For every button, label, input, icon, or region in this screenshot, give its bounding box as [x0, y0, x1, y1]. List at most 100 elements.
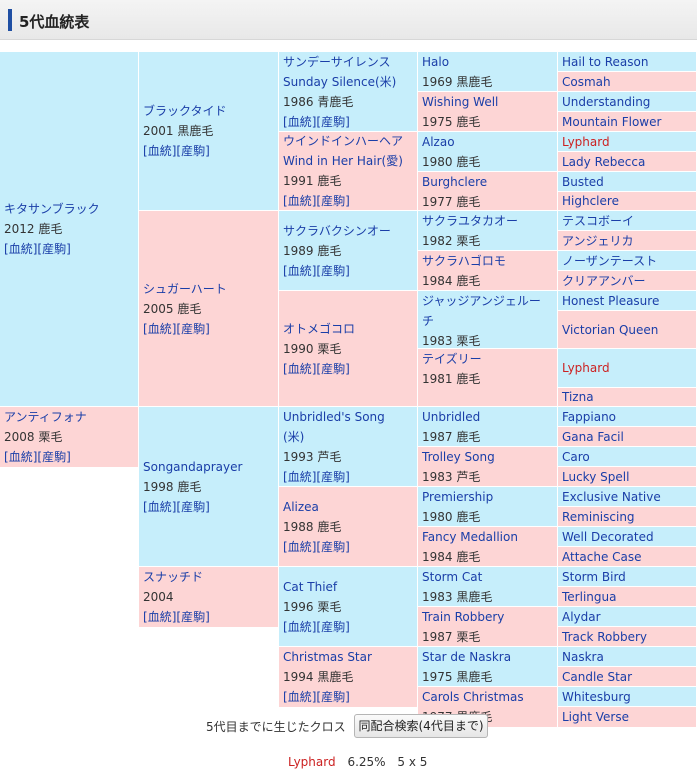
gen5-horse-link[interactable]: Honest Pleasure — [562, 293, 660, 308]
horse-name-link[interactable]: Train Robbery — [422, 610, 505, 624]
lineage-link[interactable]: 血統 — [287, 194, 312, 208]
pedigree-cell-gen5: Lucky Spell — [558, 467, 697, 487]
gen5-horse-link[interactable]: Gana Facil — [562, 429, 624, 444]
horse-name-link[interactable]: Premiership — [422, 490, 494, 504]
gen5-horse-link[interactable]: Caro — [562, 449, 590, 464]
offspring-link[interactable]: 産駒 — [181, 321, 206, 336]
horse-name-link-line2[interactable]: チ — [422, 314, 435, 328]
gen5-horse-link[interactable]: クリアアンバー — [562, 273, 646, 288]
gen5-horse-link[interactable]: Alydar — [562, 609, 601, 624]
horse-name-link[interactable]: Carols Christmas — [422, 690, 524, 704]
pedigree-cell-gen2: ブラックタイド 2001 黒鹿毛 [血統][産駒] — [139, 52, 279, 211]
horse-name-link[interactable]: テイズリー — [422, 352, 482, 366]
gen5-horse-link[interactable]: Lyphard — [562, 134, 610, 149]
gen5-horse-link[interactable]: Fappiano — [562, 409, 617, 424]
lineage-link[interactable]: 血統 — [147, 321, 172, 336]
horse-name-link[interactable]: サンデーサイレンス — [283, 54, 391, 69]
horse-name-link-line2[interactable]: (米) — [283, 429, 305, 444]
gen5-horse-link[interactable]: Well Decorated — [562, 529, 654, 544]
lineage-link[interactable]: 血統 — [287, 539, 312, 554]
gen5-horse-link[interactable]: Exclusive Native — [562, 489, 661, 504]
lineage-link[interactable]: 血統 — [287, 263, 312, 278]
lineage-link[interactable]: 血統 — [147, 499, 172, 514]
horse-name-link[interactable]: Storm Cat — [422, 570, 483, 584]
gen5-horse-link[interactable]: テスコボーイ — [562, 213, 635, 228]
horse-name-link-line2[interactable]: Sunday Silence(米) — [283, 74, 397, 89]
lineage-link[interactable]: 血統 — [8, 242, 33, 256]
lineage-link[interactable]: 血統 — [287, 361, 312, 376]
gen5-horse-link[interactable]: Track Robbery — [562, 629, 648, 644]
gen5-horse-link[interactable]: Busted — [562, 174, 604, 189]
offspring-link[interactable]: 産駒 — [181, 610, 206, 624]
gen5-horse-link[interactable]: Highclere — [562, 194, 619, 208]
gen5-horse-link[interactable]: Light Verse — [562, 710, 629, 724]
horse-name-link[interactable]: Fancy Medallion — [422, 530, 518, 544]
offspring-link[interactable]: 産駒 — [321, 619, 346, 634]
horse-name-link[interactable]: Unbridled — [422, 410, 481, 424]
offspring-link[interactable]: 産駒 — [321, 194, 346, 208]
horse-name-link[interactable]: シュガーハート — [143, 281, 227, 296]
horse-name-link[interactable]: ウインドインハーヘア — [283, 134, 404, 148]
offspring-link[interactable]: 産駒 — [321, 469, 346, 484]
horse-name-link[interactable]: Cat Thief — [283, 579, 338, 594]
gen5-horse-link[interactable]: アンジェリカ — [562, 233, 634, 248]
horse-name-link[interactable]: Songandaprayer — [143, 459, 243, 474]
gen5-horse-link[interactable]: Whitesburg — [562, 689, 631, 704]
lineage-link[interactable]: 血統 — [287, 690, 312, 704]
offspring-link[interactable]: 産駒 — [42, 242, 67, 256]
horse-name-link[interactable]: Alizea — [283, 499, 319, 514]
lineage-link[interactable]: 血統 — [287, 619, 312, 634]
cross-horse-link[interactable]: Lyphard — [288, 755, 336, 769]
horse-info: 1981 鹿毛 — [422, 372, 481, 386]
lineage-link[interactable]: 血統 — [287, 114, 312, 129]
horse-name-link[interactable]: ジャッジアンジェルー — [422, 294, 541, 308]
gen5-horse-link[interactable]: Candle Star — [562, 669, 633, 684]
pedigree-cell-gen3: ウインドインハーヘア Wind in Her Hair(愛) 1991 鹿毛 [血統]… — [279, 132, 418, 211]
lineage-link[interactable]: 血統 — [8, 450, 33, 464]
gen5-horse-link[interactable]: Lyphard — [562, 361, 610, 375]
horse-name-link[interactable]: Unbridled's Song — [283, 409, 385, 424]
gen5-horse-link[interactable]: ノーザンテースト — [562, 253, 658, 268]
offspring-link[interactable]: 産駒 — [321, 263, 346, 278]
gen5-horse-link[interactable]: Lady Rebecca — [562, 154, 646, 169]
lineage-link[interactable]: 血統 — [147, 144, 172, 158]
horse-name-link[interactable]: キタサンブラック — [4, 202, 100, 216]
gen5-horse-link[interactable]: Storm Bird — [562, 569, 626, 584]
horse-name-link[interactable]: サクラユタカオー — [422, 214, 519, 228]
horse-name-link[interactable]: アンティフォナ — [4, 410, 87, 424]
horse-name-link[interactable]: サクラバクシンオー — [283, 223, 391, 238]
gen5-horse-link[interactable]: Hail to Reason — [562, 54, 649, 69]
gen5-horse-link[interactable]: Mountain Flower — [562, 114, 662, 129]
horse-name-link[interactable]: Alzao — [422, 135, 455, 149]
horse-name-link[interactable]: ブラックタイド — [143, 104, 227, 118]
horse-name-link[interactable]: サクラハゴロモ — [422, 254, 506, 268]
horse-name-link[interactable]: Trolley Song — [422, 450, 495, 464]
lineage-link[interactable]: 血統 — [147, 610, 172, 624]
offspring-link[interactable]: 産駒 — [181, 144, 206, 158]
gen5-horse-link[interactable]: Naskra — [562, 649, 604, 664]
offspring-link[interactable]: 産駒 — [42, 450, 67, 464]
horse-name-link-line2[interactable]: Wind in Her Hair(愛) — [283, 154, 403, 168]
offspring-link[interactable]: 産駒 — [321, 690, 346, 704]
gen5-horse-link[interactable]: Lucky Spell — [562, 469, 630, 484]
horse-name-link[interactable]: Star de Naskra — [422, 650, 512, 664]
gen5-horse-link[interactable]: Attache Case — [562, 549, 642, 564]
offspring-link[interactable]: 産駒 — [181, 499, 206, 514]
gen5-horse-link[interactable]: Reminiscing — [562, 509, 635, 524]
offspring-link[interactable]: 産駒 — [321, 114, 346, 129]
horse-name-link[interactable]: Halo — [422, 55, 450, 69]
horse-name-link[interactable]: オトメゴコロ — [283, 321, 356, 336]
gen5-horse-link[interactable]: Victorian Queen — [562, 322, 659, 337]
gen5-horse-link[interactable]: Terlingua — [562, 589, 617, 604]
horse-name-link[interactable]: Christmas Star — [283, 650, 372, 664]
offspring-link[interactable]: 産駒 — [321, 361, 346, 376]
offspring-link[interactable]: 産駒 — [321, 539, 346, 554]
lineage-link[interactable]: 血統 — [287, 469, 312, 484]
gen5-horse-link[interactable]: Understanding — [562, 94, 651, 109]
horse-name-link[interactable]: Burghclere — [422, 175, 488, 189]
gen5-horse-link[interactable]: Tizna — [562, 390, 594, 404]
horse-name-link[interactable]: Wishing Well — [422, 95, 499, 109]
horse-name-link[interactable]: スナッチド — [143, 570, 204, 584]
gen5-horse-link[interactable]: Cosmah — [562, 74, 611, 89]
same-mating-search-button[interactable]: 同配合検索(4代目まで) — [354, 714, 488, 738]
